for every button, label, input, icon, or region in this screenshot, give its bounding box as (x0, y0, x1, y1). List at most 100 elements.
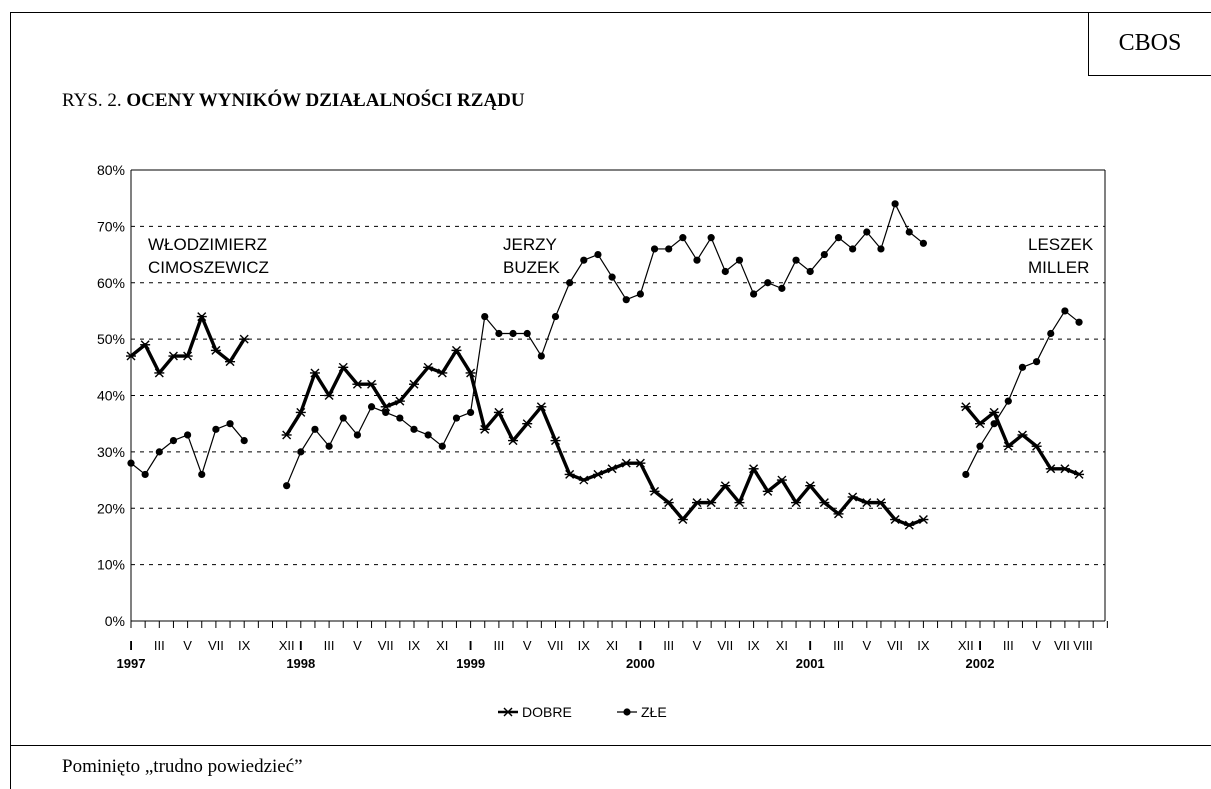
data-point (693, 256, 701, 264)
x-tick-label: XI (776, 638, 788, 653)
x-tick-label: I (469, 638, 473, 653)
x-tick-label: I (978, 638, 982, 653)
x-tick-label: III (493, 638, 504, 653)
data-point (1061, 307, 1069, 315)
data-point (438, 442, 446, 450)
data-point (495, 329, 503, 338)
leader-annotation: WŁODZIMIERZ (148, 235, 267, 254)
data-point (665, 245, 673, 253)
data-point (566, 279, 574, 287)
data-point (226, 420, 234, 428)
data-point (877, 245, 885, 253)
x-tick-label: III (154, 638, 165, 653)
data-point (806, 267, 814, 276)
x-tick-label: III (833, 638, 844, 653)
year-label: 2002 (966, 656, 995, 671)
data-point (1075, 318, 1083, 326)
data-point (198, 470, 206, 479)
data-point (212, 425, 220, 433)
series-line (285, 348, 925, 527)
y-tick-label: 30% (97, 444, 125, 460)
data-point (636, 290, 645, 298)
x-tick-label: XI (606, 638, 618, 653)
x-tick-label: VII (208, 638, 224, 653)
series-złe (127, 200, 1083, 490)
leader-annotation: LESZEK (1028, 235, 1094, 254)
x-tick-label: I (639, 638, 643, 653)
leader-annotation: CIMOSZEWICZ (148, 258, 269, 277)
data-point (311, 425, 319, 433)
x-tick-label: VII (1054, 638, 1070, 653)
data-point (750, 290, 758, 298)
data-point (834, 234, 843, 242)
data-point (990, 420, 998, 428)
x-tick-label: VII (378, 638, 394, 653)
x-tick-label: XI (436, 638, 448, 653)
x-tick-label: IX (917, 638, 930, 653)
year-label: 1999 (456, 656, 485, 671)
x-tick-label: I (129, 638, 133, 653)
y-tick-label: 50% (97, 331, 125, 347)
data-point (537, 352, 545, 360)
data-point (891, 200, 899, 208)
data-point (509, 329, 517, 338)
data-point (452, 414, 461, 422)
data-point (792, 256, 800, 264)
series-line (286, 203, 924, 486)
data-point (523, 329, 531, 338)
data-point (155, 448, 163, 456)
data-point (778, 284, 786, 292)
data-point (863, 228, 871, 236)
data-point (905, 228, 913, 236)
leader-annotation: JERZY (503, 235, 557, 254)
y-tick-label: 0% (105, 613, 125, 629)
data-point (169, 437, 178, 445)
data-point (353, 431, 361, 439)
footer-divider (10, 745, 1211, 746)
legend-marker (623, 708, 631, 716)
x-tick-label: III (663, 638, 674, 653)
data-point (382, 408, 390, 417)
y-tick-label: 70% (97, 218, 125, 234)
figure-title-prefix: RYS. 2. (62, 90, 122, 111)
data-point (650, 245, 659, 253)
leader-annotation: BUZEK (503, 258, 560, 277)
figure-frame (10, 12, 1211, 789)
series-line (965, 310, 1080, 475)
x-tick-label: IX (238, 638, 251, 653)
series-dobre (126, 312, 1085, 530)
data-point (919, 239, 928, 247)
data-point (551, 312, 560, 321)
x-tick-label: V (693, 638, 702, 653)
y-tick-label: 20% (97, 500, 125, 516)
data-point (481, 312, 489, 321)
x-tick-label: III (1003, 638, 1014, 653)
year-label: 2000 (626, 656, 655, 671)
data-point (396, 414, 404, 422)
series-line (130, 423, 245, 476)
y-tick-label: 10% (97, 557, 125, 573)
data-point (297, 448, 305, 456)
data-point (339, 414, 347, 422)
data-point (367, 403, 376, 411)
legend-label: ZŁE (641, 704, 667, 720)
y-tick-label: 80% (97, 162, 125, 178)
x-tick-label: V (1032, 638, 1041, 653)
year-label: 1998 (286, 656, 315, 671)
data-point (580, 256, 588, 264)
data-point (849, 245, 857, 253)
data-point (707, 234, 715, 242)
x-tick-label: IX (578, 638, 591, 653)
data-point (1047, 329, 1055, 338)
x-tick-label: IX (747, 638, 760, 653)
data-point (820, 250, 828, 259)
data-point (594, 250, 602, 259)
x-tick-label: V (523, 638, 532, 653)
x-tick-label: XII (958, 638, 974, 653)
data-point (764, 279, 772, 287)
data-point (721, 267, 729, 276)
x-tick-label: I (808, 638, 812, 653)
y-tick-label: 60% (97, 275, 125, 291)
footer-note: Pominięto „trudno powiedzieć” (62, 756, 303, 777)
